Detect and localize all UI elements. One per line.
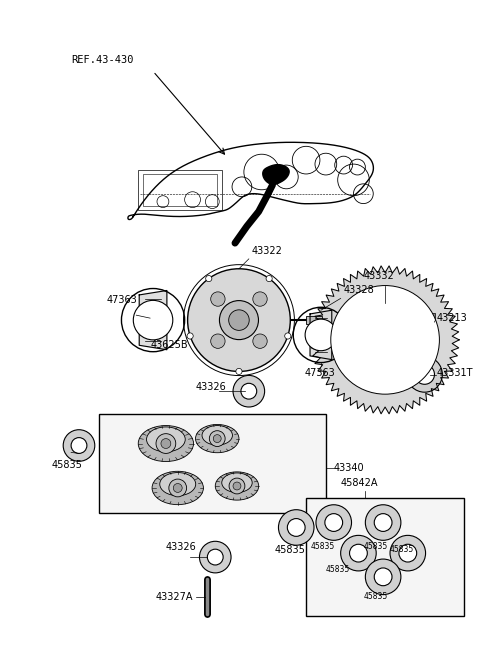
Circle shape bbox=[209, 431, 225, 447]
Text: 43322: 43322 bbox=[252, 246, 283, 256]
Circle shape bbox=[374, 514, 392, 532]
Circle shape bbox=[206, 275, 212, 282]
Bar bbox=[306, 316, 322, 324]
Polygon shape bbox=[263, 165, 289, 185]
Polygon shape bbox=[128, 143, 373, 219]
Text: 45835: 45835 bbox=[51, 461, 82, 470]
Circle shape bbox=[187, 333, 193, 339]
Circle shape bbox=[415, 365, 434, 384]
Text: 45835: 45835 bbox=[275, 545, 305, 555]
Circle shape bbox=[71, 438, 87, 453]
Circle shape bbox=[169, 479, 187, 497]
Text: 43340: 43340 bbox=[334, 463, 364, 473]
Circle shape bbox=[316, 505, 351, 540]
Ellipse shape bbox=[160, 472, 196, 495]
Text: 47363: 47363 bbox=[304, 367, 335, 378]
Circle shape bbox=[156, 434, 176, 453]
Circle shape bbox=[266, 275, 272, 282]
Circle shape bbox=[207, 549, 223, 565]
Ellipse shape bbox=[138, 426, 193, 461]
Polygon shape bbox=[311, 266, 459, 414]
Circle shape bbox=[365, 559, 401, 595]
Text: REF.43-430: REF.43-430 bbox=[71, 55, 133, 66]
Ellipse shape bbox=[195, 424, 239, 453]
Circle shape bbox=[325, 514, 343, 532]
Circle shape bbox=[365, 505, 401, 540]
Text: 43327A: 43327A bbox=[156, 591, 193, 602]
Text: 45835: 45835 bbox=[363, 542, 388, 551]
Circle shape bbox=[161, 439, 171, 449]
Circle shape bbox=[219, 301, 258, 340]
Text: 45835: 45835 bbox=[326, 565, 350, 574]
Circle shape bbox=[288, 518, 305, 536]
Circle shape bbox=[390, 535, 426, 571]
Text: 43213: 43213 bbox=[436, 313, 467, 323]
Circle shape bbox=[228, 310, 249, 330]
Ellipse shape bbox=[152, 471, 204, 505]
Text: 43625B: 43625B bbox=[150, 340, 188, 350]
Circle shape bbox=[63, 430, 95, 461]
Circle shape bbox=[241, 383, 257, 399]
Text: 45842A: 45842A bbox=[341, 478, 378, 488]
Text: 43326: 43326 bbox=[166, 542, 197, 552]
Text: 43328: 43328 bbox=[344, 285, 374, 296]
Circle shape bbox=[229, 478, 245, 494]
Bar bbox=[430, 313, 435, 323]
Circle shape bbox=[133, 300, 173, 340]
Text: 45835: 45835 bbox=[311, 542, 336, 551]
Circle shape bbox=[213, 435, 221, 443]
Circle shape bbox=[285, 333, 291, 339]
Circle shape bbox=[399, 544, 417, 562]
Circle shape bbox=[341, 535, 376, 571]
Ellipse shape bbox=[222, 473, 252, 493]
Ellipse shape bbox=[202, 426, 232, 445]
Circle shape bbox=[211, 292, 225, 306]
Polygon shape bbox=[139, 290, 167, 350]
Circle shape bbox=[331, 286, 439, 394]
Circle shape bbox=[349, 544, 367, 562]
Circle shape bbox=[278, 510, 314, 545]
Circle shape bbox=[253, 292, 267, 306]
Text: 43332: 43332 bbox=[363, 271, 394, 281]
Circle shape bbox=[236, 369, 242, 374]
Bar bbox=[143, 174, 217, 206]
Circle shape bbox=[173, 484, 182, 492]
Text: 43326: 43326 bbox=[195, 382, 226, 392]
Ellipse shape bbox=[215, 472, 259, 500]
Bar bbox=[99, 414, 326, 512]
Bar bbox=[138, 170, 222, 210]
Text: 47363: 47363 bbox=[107, 295, 137, 306]
Text: 45835: 45835 bbox=[363, 592, 388, 600]
Polygon shape bbox=[310, 310, 332, 359]
Circle shape bbox=[233, 375, 264, 407]
Circle shape bbox=[374, 568, 392, 586]
Circle shape bbox=[233, 482, 241, 490]
Circle shape bbox=[188, 269, 290, 371]
Ellipse shape bbox=[146, 427, 185, 452]
Text: 43331T: 43331T bbox=[436, 369, 473, 378]
Circle shape bbox=[407, 357, 443, 392]
Circle shape bbox=[200, 541, 231, 573]
Circle shape bbox=[253, 334, 267, 348]
Circle shape bbox=[305, 319, 336, 351]
Circle shape bbox=[211, 334, 225, 348]
Text: 45835: 45835 bbox=[390, 545, 414, 555]
Bar bbox=[306, 498, 464, 616]
